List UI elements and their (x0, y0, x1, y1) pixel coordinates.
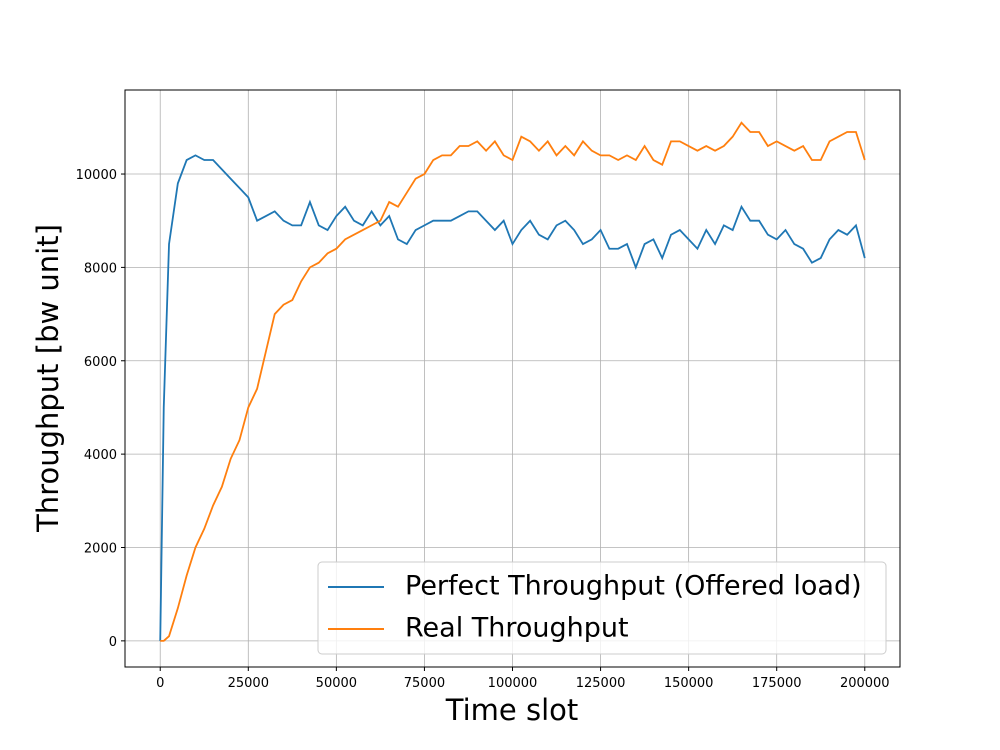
x-tick-label: 150000 (664, 676, 714, 691)
x-tick-label: 100000 (488, 676, 538, 691)
series-line (160, 121, 866, 642)
y-tick-label: 10000 (76, 168, 117, 183)
legend-label: Real Throughput (405, 613, 629, 644)
y-axis-label: Throughput [bw unit] (31, 224, 65, 533)
x-tick-label: 200000 (840, 676, 890, 691)
plot-frame (124, 89, 901, 668)
y-tick-label: 2000 (84, 541, 117, 556)
legend-label: Perfect Throughput (Offered load) (405, 571, 862, 602)
y-tick-label: 8000 (84, 261, 117, 276)
x-tick-label: 175000 (752, 676, 802, 691)
x-tick-label: 50000 (316, 676, 357, 691)
x-tick-label: 25000 (228, 676, 269, 691)
y-tick-label: 4000 (84, 448, 117, 463)
y-tick-label: 0 (109, 635, 117, 650)
legend-box (317, 561, 887, 655)
series-line (159, 154, 866, 641)
x-tick-label: 125000 (576, 676, 626, 691)
x-axis-label: Time slot (445, 693, 578, 727)
x-tick-label: 0 (156, 676, 164, 691)
y-tick-label: 6000 (84, 355, 117, 370)
x-tick-label: 75000 (404, 676, 445, 691)
